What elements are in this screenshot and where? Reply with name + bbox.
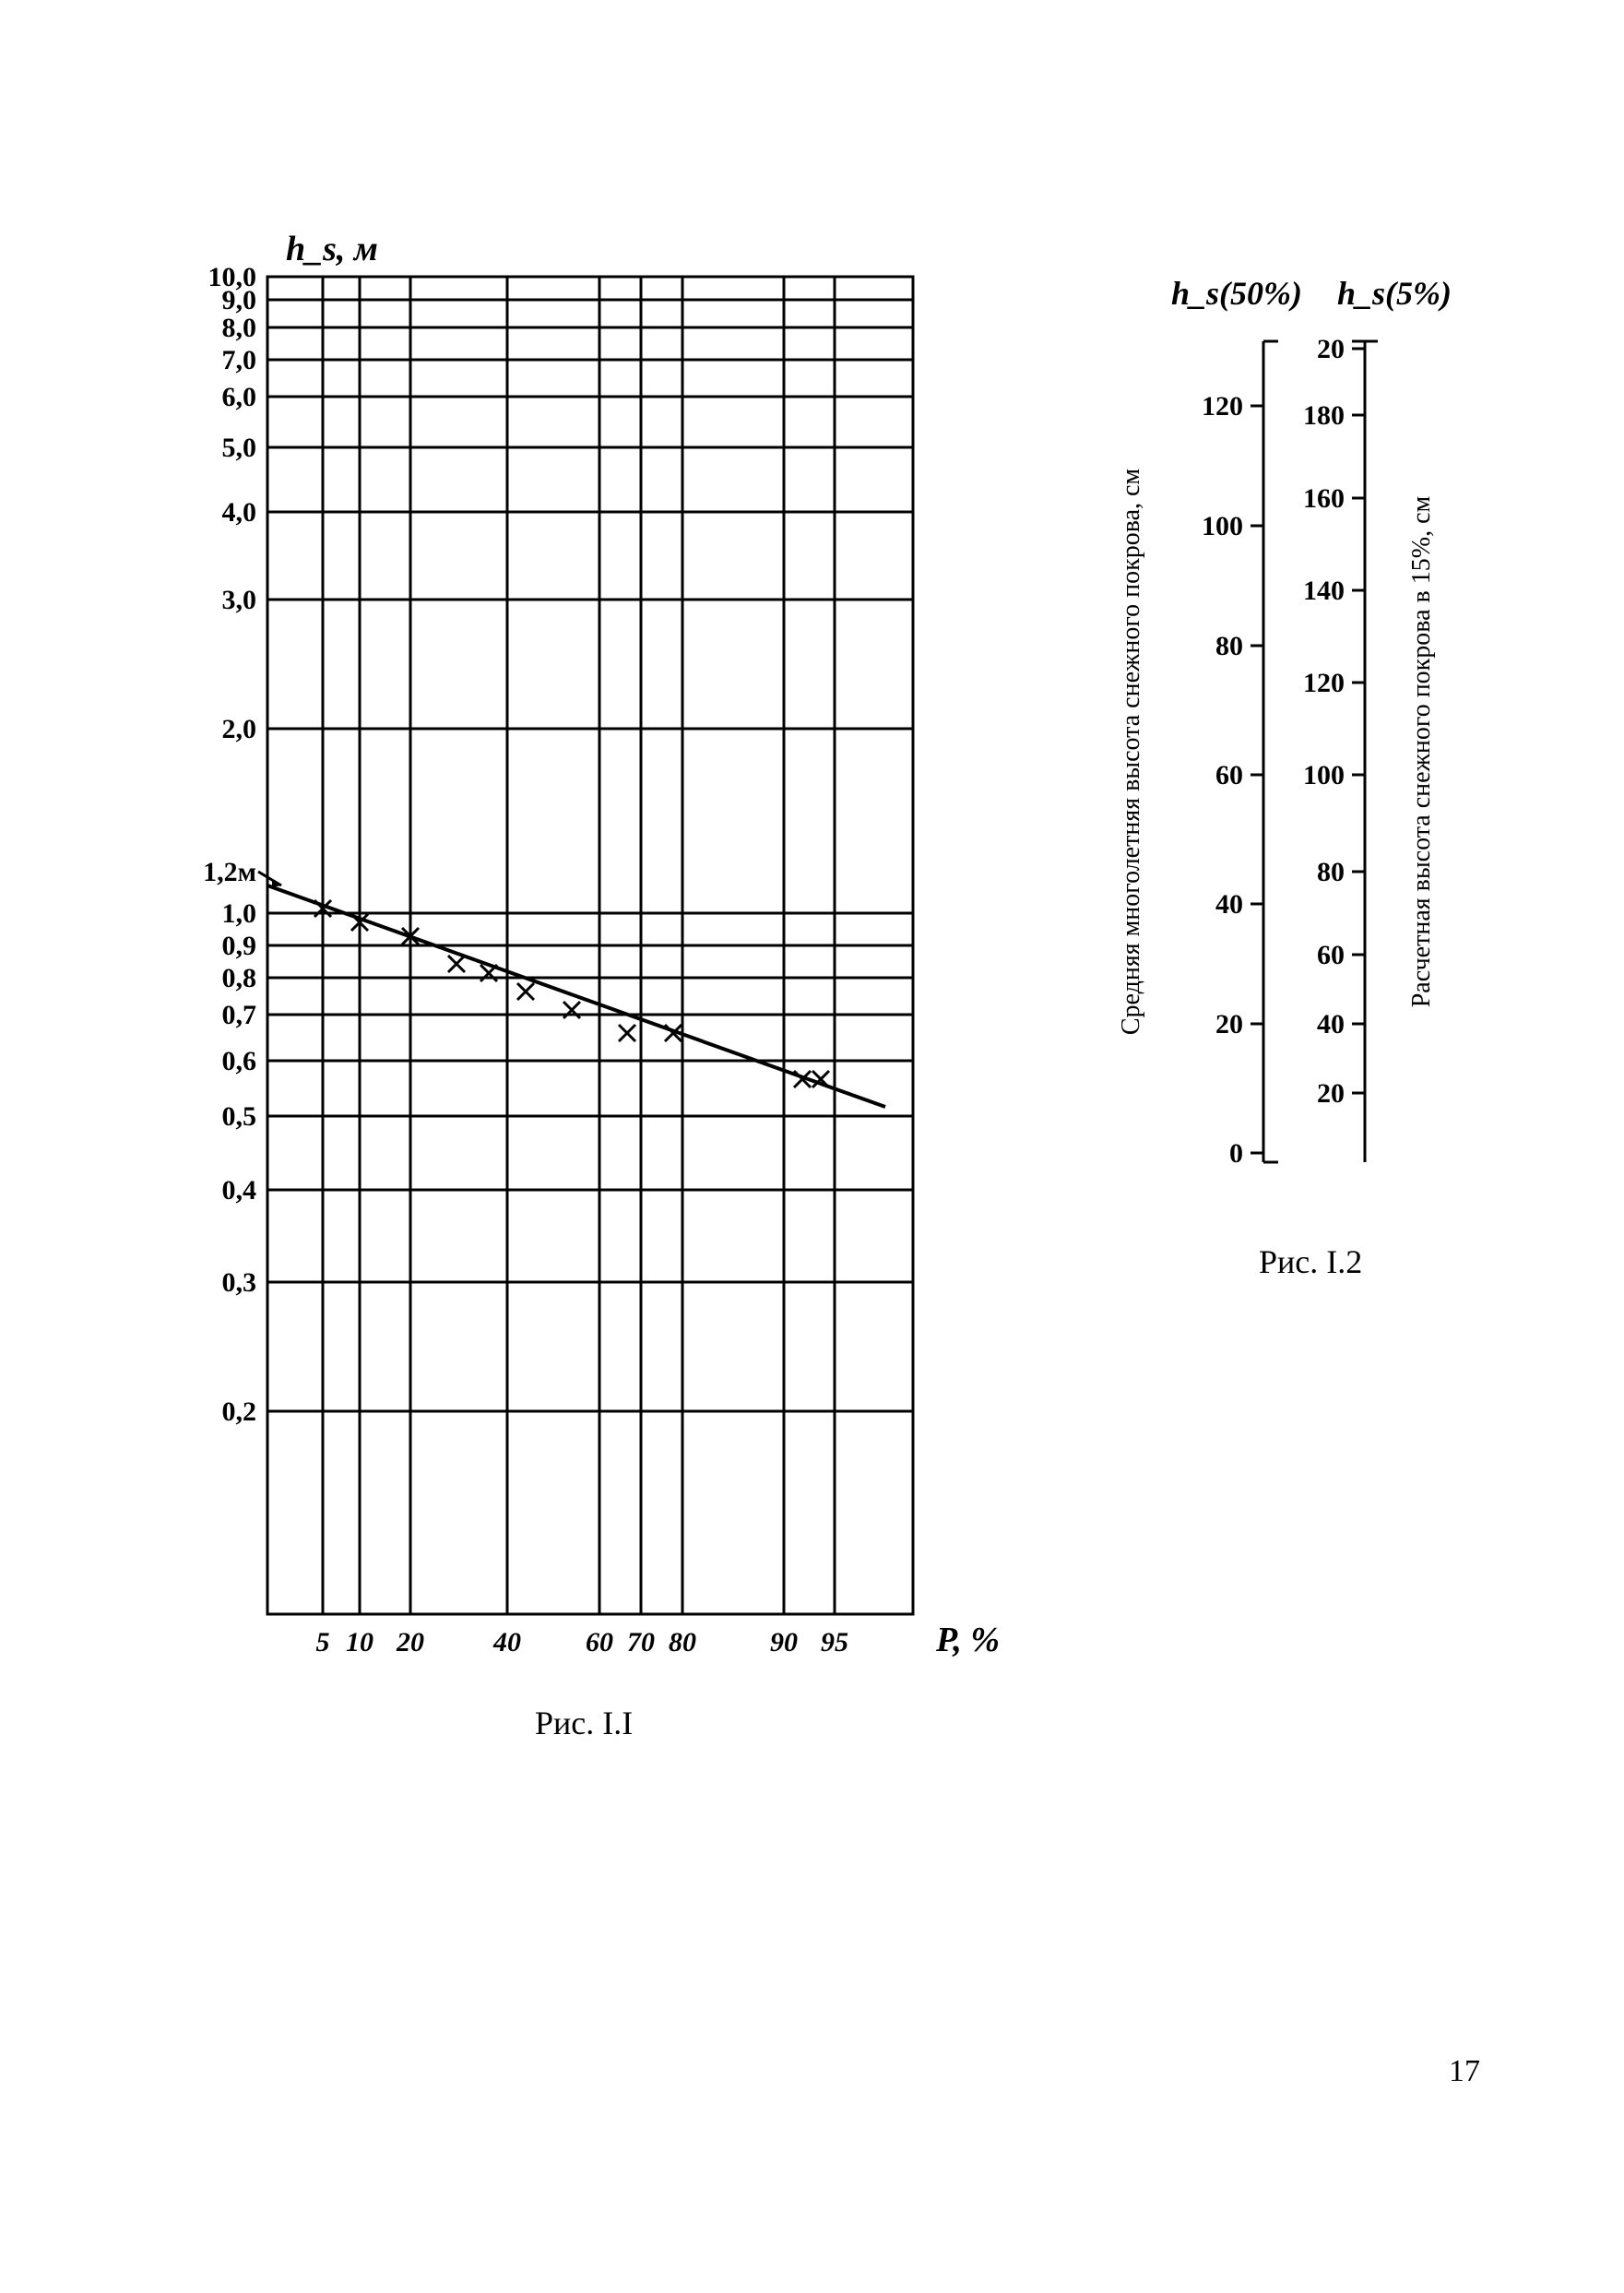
- y-tick-label: 6,0: [222, 382, 257, 412]
- left-scale-title: h_s(50%): [1171, 275, 1302, 312]
- y-tick-label: 0,8: [222, 963, 257, 993]
- x-tick-label: 95: [821, 1627, 848, 1657]
- x-axis-title: P, %: [935, 1621, 1000, 1659]
- right-tick-label: 140: [1303, 576, 1345, 606]
- right-tick-label: 100: [1303, 760, 1345, 790]
- right-tick-label: 20: [1317, 1078, 1345, 1109]
- y-tick-label: 2,0: [222, 714, 257, 744]
- left-tick-label: 100: [1202, 511, 1243, 541]
- left-tick-label: 40: [1215, 889, 1243, 920]
- figure-1-caption: Рис. I.I: [535, 1705, 633, 1741]
- right-tick-label: 160: [1303, 483, 1345, 514]
- y-tick-label: 1,2м: [203, 857, 256, 887]
- left-tick-label: 0: [1229, 1138, 1243, 1169]
- figure-2: 120 100 80 60 40 20 0 h_s(50%) Средняя многолетн…: [1117, 275, 1452, 1280]
- y-tick-label: 4,0: [222, 497, 257, 528]
- x-tick-label: 70: [627, 1627, 655, 1657]
- figure-1: 10,09,08,07,06,05,04,03,02,01,2м1,00,90,…: [203, 230, 1000, 1741]
- page-svg: 10,09,08,07,06,05,04,03,02,01,2м1,00,90,…: [0, 0, 1624, 2293]
- y-tick-label: 7,0: [222, 345, 257, 375]
- x-tick-label: 90: [770, 1627, 798, 1657]
- left-scale-label: Средняя многолетняя высота снежного покр…: [1117, 469, 1145, 1036]
- y-tick-label: 0,5: [222, 1101, 257, 1132]
- left-tick-label: 80: [1215, 631, 1243, 661]
- x-tick-label: 20: [396, 1627, 424, 1657]
- y-tick-label: 0,9: [222, 931, 257, 961]
- y-tick-label: 3,0: [222, 585, 257, 615]
- page-number: 17: [1449, 2054, 1480, 2088]
- right-scale-label: Расчетная высота снежного покрова в 15%,…: [1407, 495, 1436, 1007]
- x-tick-label: 10: [346, 1627, 373, 1657]
- x-tick-label: 80: [669, 1627, 696, 1657]
- y-tick-label: 1,0: [222, 898, 257, 929]
- y-tick-label: 0,3: [222, 1267, 257, 1298]
- right-tick-label: 120: [1303, 668, 1345, 698]
- right-tick-label: 20: [1317, 334, 1345, 364]
- right-scale-title: h_s(5%): [1337, 275, 1452, 312]
- figure-2-caption: Рис. I.2: [1259, 1243, 1362, 1280]
- x-tick-label: 5: [316, 1627, 330, 1657]
- y-tick-label: 0,7: [222, 1000, 257, 1030]
- y-tick-label: 5,0: [222, 433, 257, 463]
- left-tick-label: 20: [1215, 1009, 1243, 1040]
- left-tick-label: 60: [1215, 760, 1243, 790]
- right-tick-label: 60: [1317, 940, 1345, 970]
- y-tick-label: 0,6: [222, 1046, 257, 1076]
- y-axis-title: h_s, м: [286, 230, 378, 268]
- x-tick-label: 40: [492, 1627, 521, 1657]
- left-tick-label: 120: [1202, 391, 1243, 422]
- x-tick-label: 60: [586, 1627, 613, 1657]
- right-tick-label: 40: [1317, 1009, 1345, 1040]
- right-tick-label: 180: [1303, 400, 1345, 431]
- y-tick-label: 9,0: [222, 285, 257, 315]
- right-tick-label: 80: [1317, 857, 1345, 887]
- y-tick-label: 0,4: [222, 1175, 257, 1206]
- y-tick-label: 0,2: [222, 1396, 257, 1427]
- y-tick-label: 8,0: [222, 313, 257, 343]
